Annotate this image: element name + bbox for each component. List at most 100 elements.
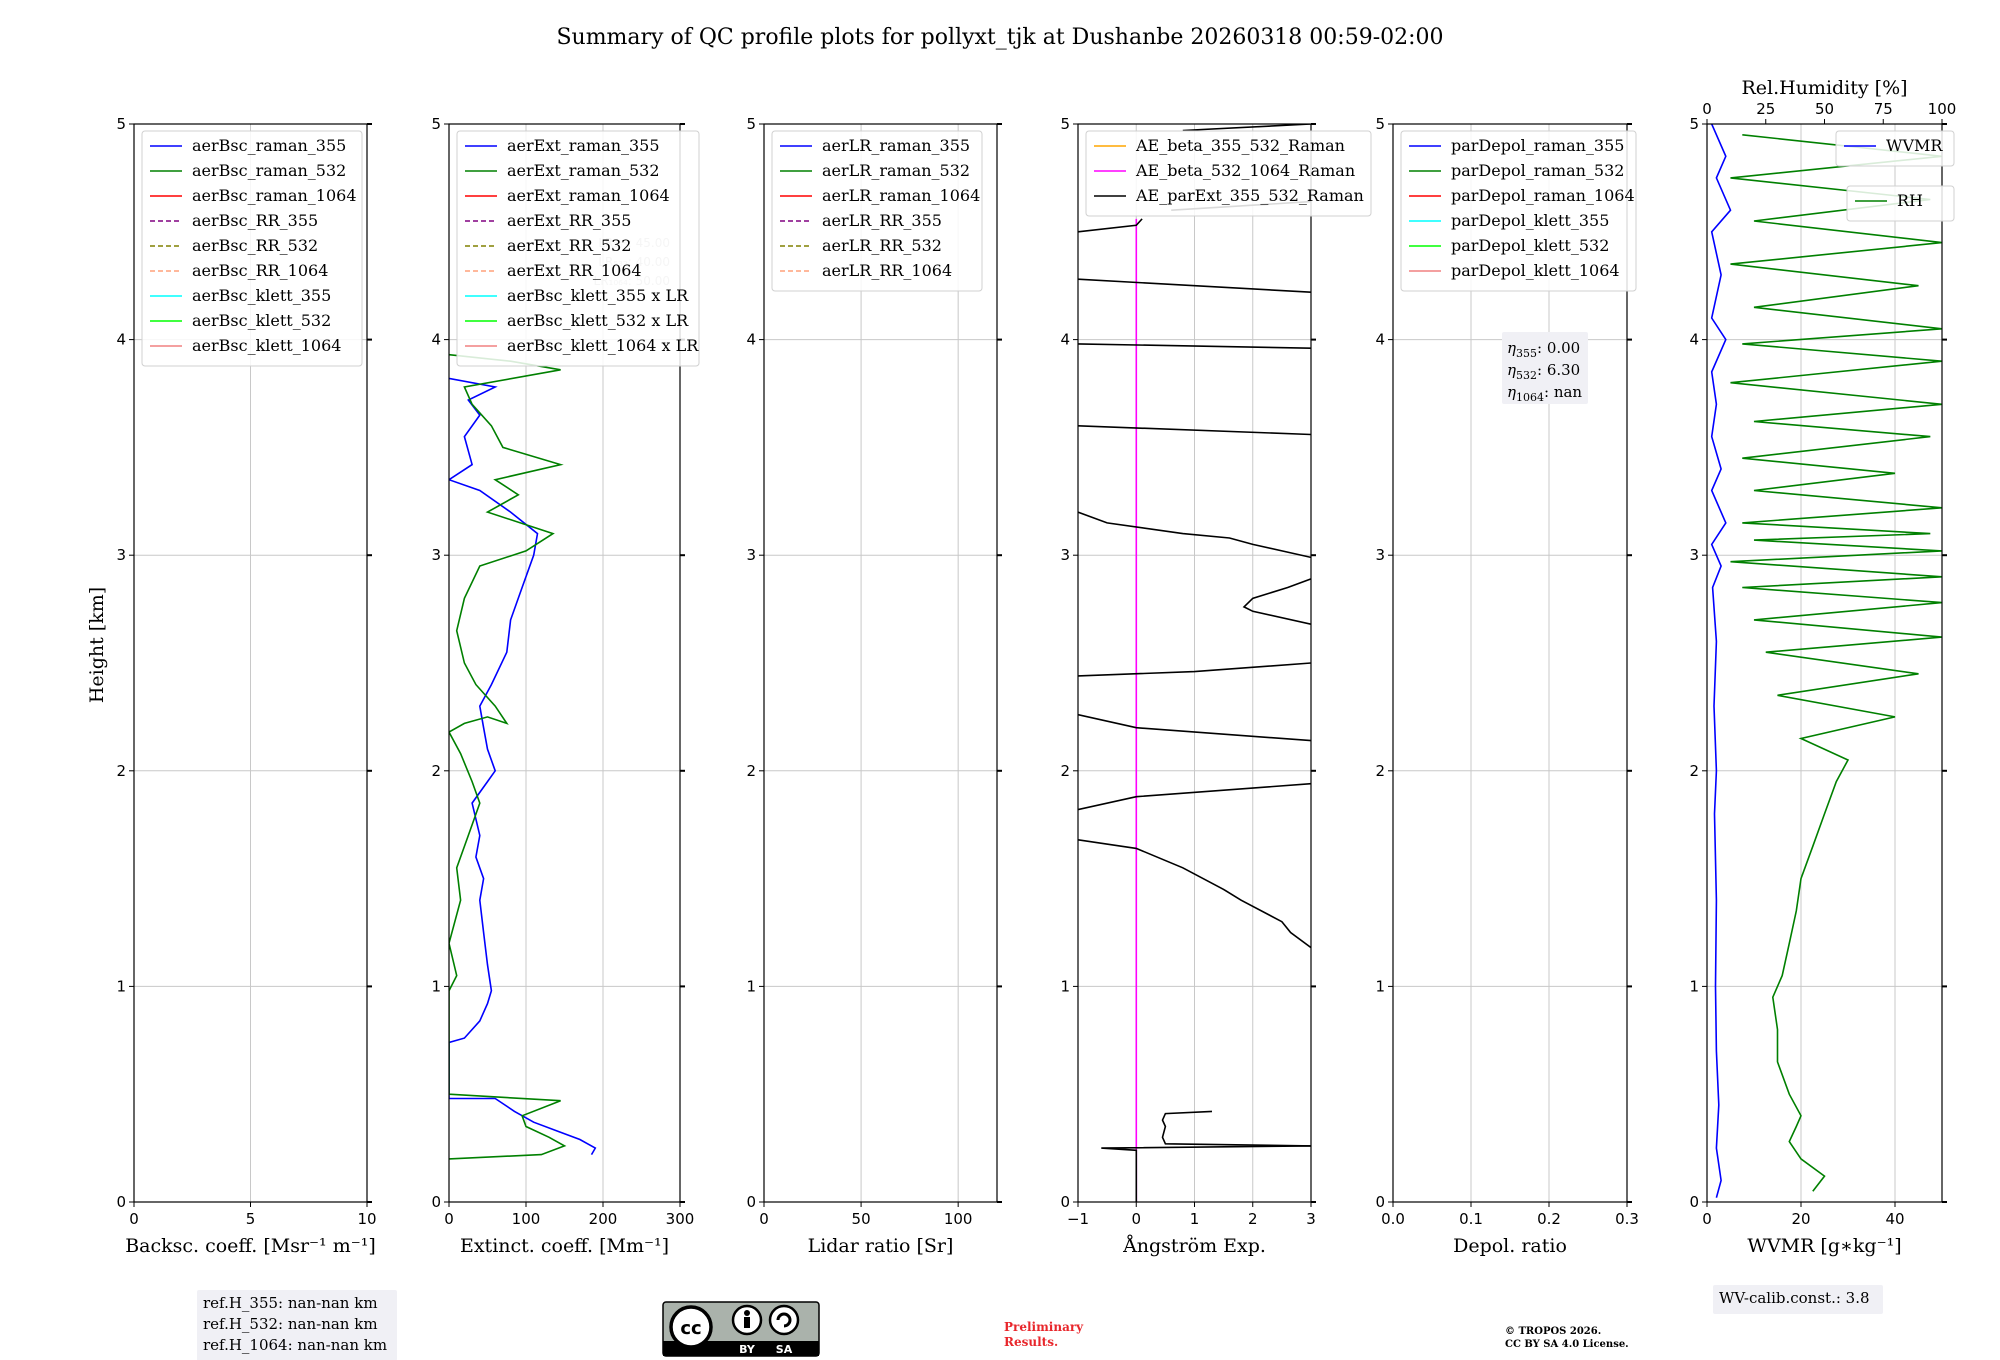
series-line-WVMR: [1710, 124, 1732, 1198]
x-tick-label: 3: [1306, 1210, 1316, 1228]
legend-entry-label: aerLR_RR_355: [822, 211, 942, 230]
series-group: [1710, 124, 1942, 1198]
eta-box-bg: [1502, 332, 1588, 404]
y-tick-label: 0: [1689, 1193, 1699, 1211]
legend-entry-label: aerExt_RR_1064: [507, 261, 642, 280]
legend-entry-label: RH: [1897, 191, 1923, 210]
series-line-AE_parExt_355_532_Raman: [1078, 839, 1311, 949]
legend-entry-label: aerLR_RR_1064: [822, 261, 952, 280]
axes-frame: [1706, 123, 1943, 1203]
y-tick-label: 3: [1060, 546, 1070, 564]
series-line-aerExt_raman_355: [449, 377, 597, 1156]
cc-letters: cc: [680, 1318, 701, 1339]
top-x-tick-label: 100: [1928, 100, 1957, 118]
legend-box: [141, 130, 363, 367]
legend-entry-label: aerExt_raman_1064: [507, 186, 670, 205]
legend-entry-label: aerBsc_raman_1064: [192, 186, 357, 205]
series-line-aerExt_raman_532: [449, 353, 567, 1160]
legend-entry-label: aerLR_RR_532: [822, 236, 942, 255]
x-tick-label: 0.0: [1381, 1210, 1405, 1228]
y-tick-label: 5: [746, 115, 756, 133]
info-box: ref.H_355: nan-nan km ref.H_532: nan-nan …: [197, 1290, 397, 1360]
series-line-AE_parExt_355_532_Raman: [1161, 1110, 1311, 1147]
series-line-AE_parExt_355_532_Raman: [1078, 343, 1311, 349]
legend-entry-label: aerLR_raman_1064: [822, 186, 980, 205]
y-tick-label: 4: [116, 331, 126, 349]
info-box-line: ref.H_355: nan-nan km: [203, 1294, 378, 1312]
x-tick-label: 40: [1885, 1210, 1904, 1228]
legend-entry-label: parDepol_raman_1064: [1451, 186, 1635, 205]
x-tick-label: 0.1: [1459, 1210, 1483, 1228]
y-tick-label: 4: [746, 331, 756, 349]
x-tick-label: 0: [1702, 1210, 1712, 1228]
legend-entry-label: aerExt_RR_532: [507, 236, 631, 255]
copyright-line-1: © TROPOS 2026.: [1505, 1326, 1601, 1337]
y-tick-label: 5: [1375, 115, 1385, 133]
legend-box: [1835, 130, 1955, 167]
legend-entry-label: aerBsc_RR_532: [192, 236, 318, 255]
y-tick-label: 1: [1689, 977, 1699, 995]
x-tick-label: 300: [666, 1210, 695, 1228]
top-x-tick-label: 75: [1874, 100, 1893, 118]
legend-entry-label: parDepol_raman_355: [1451, 136, 1624, 155]
series-line-AE_parExt_355_532_Raman: [1078, 713, 1311, 742]
legend-entry-label: parDepol_raman_532: [1451, 161, 1624, 180]
legend-box: [1085, 130, 1372, 217]
share-alike-icon: [768, 1304, 800, 1336]
series-line-AE_parExt_355_532_Raman: [1078, 218, 1143, 233]
legend-entry-label: aerBsc_RR_1064: [192, 261, 328, 280]
sa-text: SA: [776, 1343, 793, 1356]
y-tick-label: 2: [1060, 762, 1070, 780]
legend: AE_beta_355_532_Raman AE_beta_532_1064_Ra…: [1085, 130, 1372, 217]
y-tick-label: 0: [431, 1193, 441, 1211]
x-tick-label: 1: [1190, 1210, 1200, 1228]
x-axis-label: Backsc. coeff. [Msr⁻¹ m⁻¹]: [125, 1235, 376, 1257]
y-tick-label: 1: [1060, 977, 1070, 995]
eta-line: η532: 6.30: [1507, 361, 1580, 382]
y-tick-label: 2: [1375, 762, 1385, 780]
series-line-AE_parExt_355_532_Raman: [1078, 278, 1311, 293]
y-tick-label: 4: [431, 331, 441, 349]
y-tick-label: 5: [1060, 115, 1070, 133]
x-tick-label: 0.2: [1537, 1210, 1561, 1228]
x-tick-label: 0: [759, 1210, 769, 1228]
legend-entry-label: parDepol_klett_532: [1451, 236, 1609, 255]
panel-5: 0 1 2 3 4 5 0.0 0.1 0.2 0.3 Depol. ratio parDepol_r…: [1375, 115, 1638, 1257]
axes-frame: [763, 123, 998, 1203]
legend-entry-label: aerLR_raman_532: [822, 161, 970, 180]
legend: aerExt_raman_355 aerExt_raman_532 aerExt_r…: [456, 130, 700, 367]
legend-entry-label: aerBsc_klett_355 x LR: [507, 286, 689, 305]
legend-entry-label: aerLR_raman_355: [822, 136, 970, 155]
y-tick-label: 5: [116, 115, 126, 133]
x-tick-label: 20: [1791, 1210, 1810, 1228]
x-tick-label: 100: [512, 1210, 541, 1228]
info-box-line: ref.H_1064: nan-nan km: [203, 1336, 387, 1354]
preliminary-line-2: Results.: [1004, 1335, 1058, 1349]
legend-entry-label: parDepol_klett_355: [1451, 211, 1609, 230]
cc-icon: [669, 1305, 713, 1349]
y-tick-label: 5: [1689, 115, 1699, 133]
x-axis-label: Ångström Exp.: [1122, 1235, 1266, 1257]
x-axis-label: WVMR [g∗kg⁻¹]: [1747, 1235, 1901, 1257]
series-line-AE_parExt_355_532_Raman: [1078, 782, 1311, 811]
info-box-line: ref.H_532: nan-nan km: [203, 1315, 378, 1333]
by-text: BY: [739, 1343, 756, 1356]
x-tick-label: 0.3: [1615, 1210, 1639, 1228]
x-tick-label: 50: [852, 1210, 871, 1228]
y-tick-label: 0: [1375, 1193, 1385, 1211]
top-x-tick-label: 50: [1815, 100, 1834, 118]
info-box-bg: [1713, 1285, 1883, 1314]
y-tick-label: 1: [431, 977, 441, 995]
legend-rh: RH: [1846, 185, 1955, 222]
series-line-AE_parExt_355_532_Raman: [1078, 662, 1311, 677]
legend-box: [456, 130, 700, 367]
info-box-line: WV-calib.const.: 3.8: [1719, 1289, 1870, 1307]
x-tick-label: 10: [357, 1210, 376, 1228]
y-tick-label: 4: [1375, 331, 1385, 349]
y-tick-label: 3: [1375, 546, 1385, 564]
x-tick-label: 0: [444, 1210, 454, 1228]
legend-entry-label: aerBsc_klett_532: [192, 311, 331, 330]
legend-entry-label: aerExt_raman_532: [507, 161, 660, 180]
